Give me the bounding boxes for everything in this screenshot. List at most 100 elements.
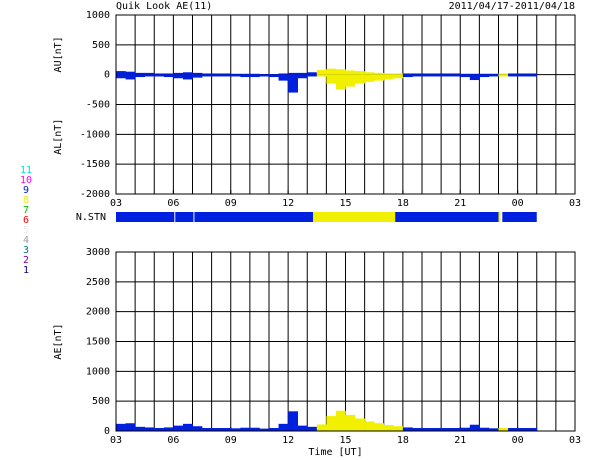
bar bbox=[125, 71, 136, 75]
bar bbox=[269, 428, 279, 431]
y-tick-label: -2000 bbox=[80, 189, 110, 200]
y-tick-label: 1500 bbox=[86, 337, 110, 348]
legend-item: 4 bbox=[23, 235, 29, 246]
x-tick-label: 09 bbox=[225, 435, 237, 446]
bar bbox=[192, 426, 203, 431]
stations-segment bbox=[502, 212, 537, 222]
bar bbox=[517, 73, 528, 75]
bar bbox=[431, 428, 442, 431]
bar bbox=[269, 74, 279, 75]
bar bbox=[135, 74, 145, 78]
bar bbox=[450, 73, 461, 75]
bar bbox=[240, 74, 251, 78]
bar bbox=[192, 72, 203, 75]
bar bbox=[182, 74, 193, 80]
bar bbox=[221, 428, 232, 431]
y-tick-label: -1500 bbox=[80, 159, 110, 170]
bar bbox=[374, 423, 385, 431]
x-tick-label: 03 bbox=[110, 198, 122, 209]
bar bbox=[508, 74, 518, 77]
x-tick-label: 21 bbox=[454, 198, 466, 209]
stations-label: N.STN bbox=[76, 212, 106, 223]
bar bbox=[393, 74, 404, 79]
bar bbox=[345, 414, 356, 431]
y-axis-label: AU[nT] bbox=[53, 36, 64, 72]
bar bbox=[230, 73, 241, 75]
x-tick-label: 06 bbox=[167, 435, 179, 446]
plot-frame bbox=[115, 14, 576, 195]
stations-segment bbox=[498, 212, 501, 222]
bar bbox=[135, 426, 145, 431]
y-tick-label: 500 bbox=[92, 40, 110, 51]
y-tick-label: 3000 bbox=[86, 247, 110, 258]
bar bbox=[364, 74, 375, 82]
bar bbox=[316, 69, 327, 75]
bar bbox=[335, 69, 346, 75]
y-axis-label: AE[nT] bbox=[53, 323, 64, 359]
bar bbox=[154, 73, 165, 75]
bar bbox=[230, 74, 241, 77]
bar bbox=[402, 427, 413, 431]
bar bbox=[479, 74, 490, 78]
bar bbox=[202, 73, 212, 75]
bar bbox=[508, 428, 518, 431]
x-tick-label: 18 bbox=[397, 198, 409, 209]
bar bbox=[441, 74, 451, 77]
bar bbox=[144, 74, 155, 77]
x-tick-label: 21 bbox=[454, 435, 466, 446]
bar bbox=[211, 73, 222, 75]
bar bbox=[297, 72, 308, 75]
stations-segment bbox=[312, 212, 396, 222]
legend-item: 3 bbox=[23, 245, 29, 256]
stations-segment bbox=[116, 212, 175, 222]
bar bbox=[498, 428, 509, 431]
bar bbox=[393, 73, 404, 75]
bar bbox=[441, 73, 451, 75]
bar bbox=[441, 428, 451, 431]
legend-item: 5 bbox=[23, 225, 29, 236]
legend-item: 1 bbox=[23, 265, 29, 276]
bar bbox=[154, 74, 165, 77]
bar bbox=[307, 426, 318, 431]
bar bbox=[355, 418, 365, 431]
bar bbox=[383, 425, 394, 431]
bar bbox=[278, 74, 289, 81]
y-tick-label: -1000 bbox=[80, 129, 110, 140]
bar bbox=[116, 423, 126, 431]
legend-item: 10 bbox=[20, 175, 32, 186]
x-tick-label: 15 bbox=[339, 435, 351, 446]
bar bbox=[326, 74, 337, 84]
bar bbox=[326, 416, 337, 431]
bar bbox=[135, 72, 145, 75]
legend-item: 7 bbox=[23, 205, 29, 216]
bar bbox=[498, 73, 509, 75]
bar bbox=[125, 423, 136, 431]
bar bbox=[221, 73, 232, 75]
legend-item: 6 bbox=[23, 215, 29, 226]
bar bbox=[230, 428, 241, 431]
bar bbox=[240, 427, 251, 431]
title: Quik Look AE(11) bbox=[116, 1, 212, 12]
stations-segment bbox=[175, 212, 194, 222]
bar bbox=[527, 73, 538, 75]
legend-item: 2 bbox=[23, 255, 29, 266]
bar bbox=[116, 71, 126, 75]
bar bbox=[450, 74, 461, 77]
bar bbox=[278, 73, 289, 75]
bar bbox=[221, 74, 232, 77]
bar bbox=[297, 74, 308, 79]
bar bbox=[508, 73, 518, 75]
bar bbox=[498, 74, 509, 77]
bar bbox=[412, 74, 423, 77]
stations-segment bbox=[194, 212, 313, 222]
bar bbox=[144, 427, 155, 431]
bar bbox=[469, 424, 480, 431]
y-tick-label: 2500 bbox=[86, 277, 110, 288]
x-axis-label: Time [UT] bbox=[308, 447, 362, 458]
bar bbox=[316, 424, 327, 431]
bar bbox=[249, 73, 260, 75]
bar bbox=[182, 423, 193, 431]
bar bbox=[211, 74, 222, 77]
bar bbox=[450, 428, 461, 431]
